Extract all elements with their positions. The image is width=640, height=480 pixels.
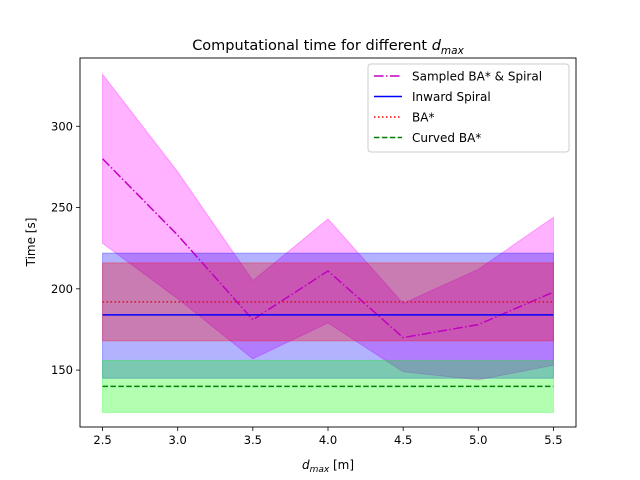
x-tick-label: 3.0 — [169, 433, 187, 447]
x-tick-label: 4.0 — [319, 433, 337, 447]
series-lines — [102, 158, 554, 388]
y-tick-label: 200 — [51, 282, 73, 296]
chart-title-text: Computational time for different — [192, 38, 432, 54]
chart-title-math: d — [432, 38, 442, 54]
chart-title: Computational time for different dmax — [192, 38, 464, 57]
x-tick-label: 5.0 — [469, 433, 487, 447]
legend-label-curved-ba: Curved BA* — [412, 131, 481, 145]
x-tick-label: 4.5 — [394, 433, 412, 447]
band-sampled-ba-spiral — [102, 72, 554, 381]
legend-label-sampled-ba-spiral: Sampled BA* & Spiral — [412, 70, 542, 84]
x-tick-label: 2.5 — [93, 433, 111, 447]
legend-label-inward-spiral: Inward Spiral — [412, 90, 491, 104]
x-axis-label-math-sub: max — [310, 465, 330, 475]
x-axis-label-text: [m] — [329, 458, 354, 472]
x-axis-label: dmax [m] — [302, 458, 354, 475]
x-axis-label-math: d — [302, 458, 310, 472]
y-tick-label: 300 — [51, 119, 73, 133]
legend: Sampled BA* & Spiral Inward Spiral BA* Curv… — [367, 63, 570, 153]
x-tick-label: 3.5 — [244, 433, 262, 447]
legend-label-ba: BA* — [412, 111, 434, 125]
y-axis-label: Time [s] — [24, 218, 38, 268]
x-tick-label: 5.5 — [544, 433, 562, 447]
y-tick-label: 250 — [51, 201, 73, 215]
x-axis: 2.5 3.0 3.5 4.0 4.5 5.0 5.5 — [93, 427, 563, 447]
y-axis: 150 200 250 300 — [51, 119, 80, 377]
series-line-sampled-ba-spiral — [102, 158, 554, 339]
band-inward-spiral — [102, 252, 554, 379]
legend-box — [367, 63, 570, 153]
chart-title-math-sub: max — [441, 45, 465, 57]
y-tick-label: 150 — [51, 363, 73, 377]
legend-items: Sampled BA* & Spiral Inward Spiral BA* Curv… — [374, 70, 542, 145]
